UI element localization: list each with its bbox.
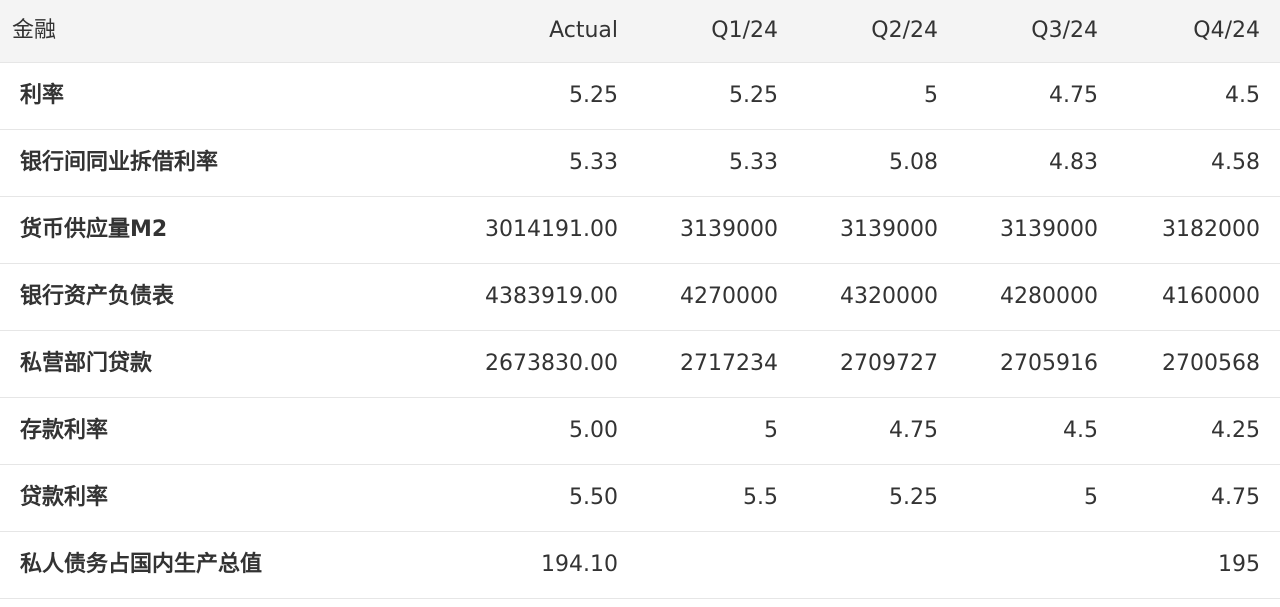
table-header: 金融 Actual Q1/24 Q2/24 Q3/24 Q4/24 [0,0,1280,62]
table-body: 利率 5.25 5.25 5 4.75 4.5 银行间同业拆借利率 5.33 5… [0,62,1280,598]
row-label[interactable]: 银行间同业拆借利率 [20,149,219,175]
cell-q3: 2705916 [1000,350,1098,376]
cell-q3: 5 [1084,484,1098,510]
cell-actual: 4383919.00 [485,283,618,309]
cell-q1: 5.5 [743,484,778,510]
table-row[interactable]: 私人债务占国内生产总值 194.10 195 [0,531,1280,598]
cell-actual: 5.33 [569,149,618,175]
cell-q4: 4.58 [1211,149,1260,175]
column-header-q1[interactable]: Q1/24 [711,17,778,43]
cell-q2: 5 [924,82,938,108]
column-header-q2[interactable]: Q2/24 [871,17,938,43]
table-row[interactable]: 利率 5.25 5.25 5 4.75 4.5 [0,62,1280,129]
cell-q4: 195 [1218,551,1260,577]
category-header[interactable]: 金融 [12,17,57,43]
cell-q1 [620,531,780,598]
cell-q2 [780,531,940,598]
table-row[interactable]: 私营部门贷款 2673830.00 2717234 2709727 270591… [0,330,1280,397]
cell-q2: 5.25 [889,484,938,510]
table-row[interactable]: 货币供应量M2 3014191.00 3139000 3139000 31390… [0,196,1280,263]
cell-q3: 4.75 [1049,82,1098,108]
row-label[interactable]: 利率 [20,82,65,108]
cell-q2: 4320000 [840,283,938,309]
cell-actual: 5.25 [569,82,618,108]
column-header-actual[interactable]: Actual [549,17,618,43]
cell-q1: 2717234 [680,350,778,376]
row-label[interactable]: 货币供应量M2 [20,216,168,242]
cell-q3: 4.83 [1049,149,1098,175]
row-label[interactable]: 贷款利率 [20,484,109,510]
cell-q4: 4160000 [1162,283,1260,309]
cell-actual: 194.10 [541,551,618,577]
cell-q3: 4280000 [1000,283,1098,309]
cell-q1: 5 [764,417,778,443]
table-row[interactable]: 银行间同业拆借利率 5.33 5.33 5.08 4.83 4.58 [0,129,1280,196]
cell-actual: 5.00 [569,417,618,443]
cell-q2: 3139000 [840,216,938,242]
cell-q2: 5.08 [889,149,938,175]
cell-q3: 3139000 [1000,216,1098,242]
cell-q4: 4.5 [1225,82,1260,108]
cell-actual: 3014191.00 [485,216,618,242]
table-row[interactable]: 银行资产负债表 4383919.00 4270000 4320000 42800… [0,263,1280,330]
cell-q2: 4.75 [889,417,938,443]
cell-q3 [940,531,1100,598]
cell-q1: 5.25 [729,82,778,108]
cell-actual: 2673830.00 [485,350,618,376]
cell-q4: 4.25 [1211,417,1260,443]
cell-q1: 4270000 [680,283,778,309]
row-label[interactable]: 私营部门贷款 [20,350,153,376]
row-label[interactable]: 私人债务占国内生产总值 [20,551,263,577]
column-header-q3[interactable]: Q3/24 [1031,17,1098,43]
row-label[interactable]: 存款利率 [20,417,109,443]
table-row[interactable]: 贷款利率 5.50 5.5 5.25 5 4.75 [0,464,1280,531]
table-row[interactable]: 存款利率 5.00 5 4.75 4.5 4.25 [0,397,1280,464]
row-label[interactable]: 银行资产负债表 [20,283,175,309]
cell-q1: 3139000 [680,216,778,242]
cell-q3: 4.5 [1063,417,1098,443]
header-row: 金融 Actual Q1/24 Q2/24 Q3/24 Q4/24 [0,0,1280,62]
cell-q4: 4.75 [1211,484,1260,510]
cell-q4: 2700568 [1162,350,1260,376]
cell-q2: 2709727 [840,350,938,376]
cell-q1: 5.33 [729,149,778,175]
cell-actual: 5.50 [569,484,618,510]
cell-q4: 3182000 [1162,216,1260,242]
column-header-q4[interactable]: Q4/24 [1193,17,1260,43]
